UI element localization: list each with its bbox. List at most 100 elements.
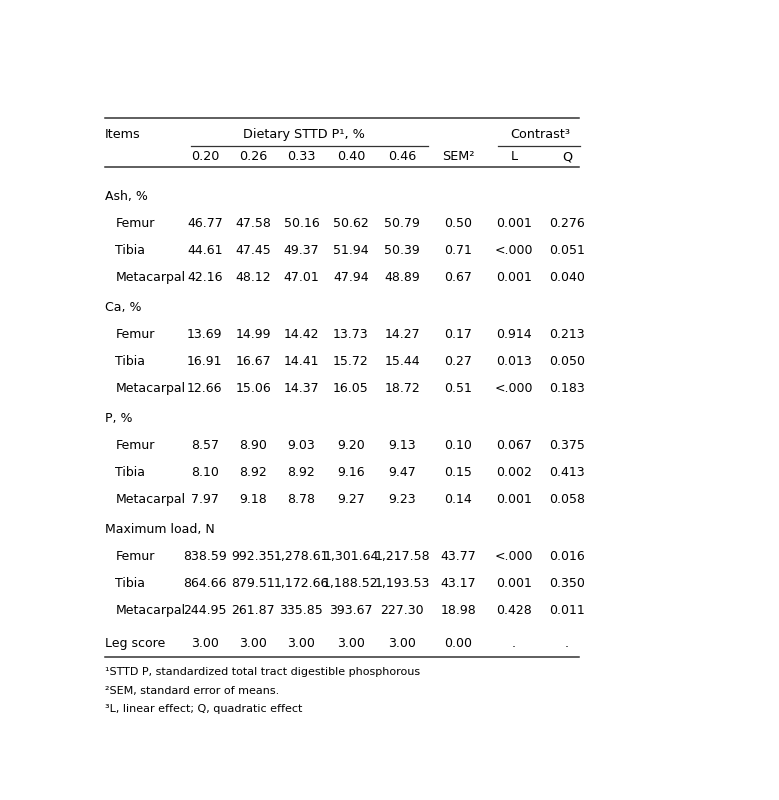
Text: 0.375: 0.375 [549,438,585,452]
Text: 0.14: 0.14 [445,493,472,506]
Text: <.000: <.000 [495,244,533,257]
Text: 1,172.66: 1,172.66 [273,577,329,590]
Text: 43.17: 43.17 [441,577,476,590]
Text: 0.46: 0.46 [388,150,417,163]
Text: 3.00: 3.00 [287,637,315,650]
Text: 1,278.61: 1,278.61 [273,550,330,562]
Text: 0.183: 0.183 [549,382,585,395]
Text: 0.51: 0.51 [445,382,472,395]
Text: 0.350: 0.350 [549,577,585,590]
Text: 50.79: 50.79 [384,217,420,230]
Text: Tibia: Tibia [115,355,146,368]
Text: 3.00: 3.00 [337,637,365,650]
Text: 47.94: 47.94 [333,271,368,284]
Text: 3.00: 3.00 [191,637,219,650]
Text: 42.16: 42.16 [187,271,223,284]
Text: Dietary STTD P¹, %: Dietary STTD P¹, % [242,128,365,141]
Text: .: . [512,637,516,650]
Text: 0.050: 0.050 [549,355,585,368]
Text: 0.40: 0.40 [337,150,365,163]
Text: 0.10: 0.10 [445,438,472,452]
Text: 12.66: 12.66 [187,382,223,395]
Text: 879.51: 879.51 [231,577,275,590]
Text: ³L, linear effect; Q, quadratic effect: ³L, linear effect; Q, quadratic effect [104,704,302,714]
Text: 47.58: 47.58 [235,217,271,230]
Text: 1,188.52: 1,188.52 [323,577,379,590]
Text: Ca, %: Ca, % [104,301,141,314]
Text: 48.12: 48.12 [235,271,271,284]
Text: Maximum load, N: Maximum load, N [104,522,214,535]
Text: 9.13: 9.13 [389,438,416,452]
Text: 0.276: 0.276 [549,217,585,230]
Text: Femur: Femur [115,217,155,230]
Text: <.000: <.000 [495,382,533,395]
Text: <.000: <.000 [495,550,533,562]
Text: Items: Items [104,128,140,141]
Text: 9.03: 9.03 [287,438,315,452]
Text: 0.20: 0.20 [191,150,219,163]
Text: 0.33: 0.33 [287,150,315,163]
Text: 0.67: 0.67 [445,271,472,284]
Text: 393.67: 393.67 [330,604,372,617]
Text: 0.001: 0.001 [496,217,532,230]
Text: 14.41: 14.41 [284,355,319,368]
Text: 14.42: 14.42 [284,328,319,341]
Text: 0.15: 0.15 [445,466,472,479]
Text: Femur: Femur [115,328,155,341]
Text: 0.27: 0.27 [445,355,472,368]
Text: 9.23: 9.23 [389,493,416,506]
Text: 16.67: 16.67 [235,355,271,368]
Text: Q: Q [562,150,572,163]
Text: 0.016: 0.016 [549,550,585,562]
Text: 0.067: 0.067 [496,438,532,452]
Text: 0.71: 0.71 [445,244,472,257]
Text: 0.17: 0.17 [445,328,472,341]
Text: 15.44: 15.44 [385,355,420,368]
Text: 244.95: 244.95 [183,604,227,617]
Text: 47.45: 47.45 [235,244,271,257]
Text: ²SEM, standard error of means.: ²SEM, standard error of means. [104,686,279,695]
Text: 1,217.58: 1,217.58 [375,550,430,562]
Text: 8.92: 8.92 [287,466,315,479]
Text: L: L [510,150,517,163]
Text: 0.058: 0.058 [549,493,585,506]
Text: 50.62: 50.62 [333,217,368,230]
Text: SEM²: SEM² [442,150,474,163]
Text: Tibia: Tibia [115,466,146,479]
Text: Metacarpal: Metacarpal [115,604,185,617]
Text: ¹STTD P, standardized total tract digestible phosphorous: ¹STTD P, standardized total tract digest… [104,667,420,677]
Text: 18.98: 18.98 [441,604,476,617]
Text: 0.040: 0.040 [549,271,585,284]
Text: 13.69: 13.69 [187,328,223,341]
Text: 9.27: 9.27 [337,493,365,506]
Text: 864.66: 864.66 [183,577,227,590]
Text: 0.013: 0.013 [496,355,532,368]
Text: 335.85: 335.85 [280,604,323,617]
Text: 13.73: 13.73 [333,328,368,341]
Text: 44.61: 44.61 [187,244,223,257]
Text: Tibia: Tibia [115,244,146,257]
Text: 261.87: 261.87 [231,604,275,617]
Text: 18.72: 18.72 [384,382,420,395]
Text: 7.97: 7.97 [191,493,219,506]
Text: P, %: P, % [104,412,132,425]
Text: 8.57: 8.57 [191,438,219,452]
Text: 0.051: 0.051 [549,244,585,257]
Text: 15.06: 15.06 [235,382,271,395]
Text: 0.002: 0.002 [496,466,532,479]
Text: 50.39: 50.39 [384,244,420,257]
Text: 46.77: 46.77 [187,217,223,230]
Text: 14.37: 14.37 [284,382,319,395]
Text: 14.99: 14.99 [235,328,271,341]
Text: Metacarpal: Metacarpal [115,382,185,395]
Text: 1,193.53: 1,193.53 [375,577,430,590]
Text: 51.94: 51.94 [333,244,368,257]
Text: .: . [565,637,569,650]
Text: Leg score: Leg score [104,637,165,650]
Text: 3.00: 3.00 [239,637,267,650]
Text: 47.01: 47.01 [284,271,319,284]
Text: 8.10: 8.10 [191,466,219,479]
Text: 0.428: 0.428 [496,604,532,617]
Text: 838.59: 838.59 [183,550,227,562]
Text: 227.30: 227.30 [380,604,424,617]
